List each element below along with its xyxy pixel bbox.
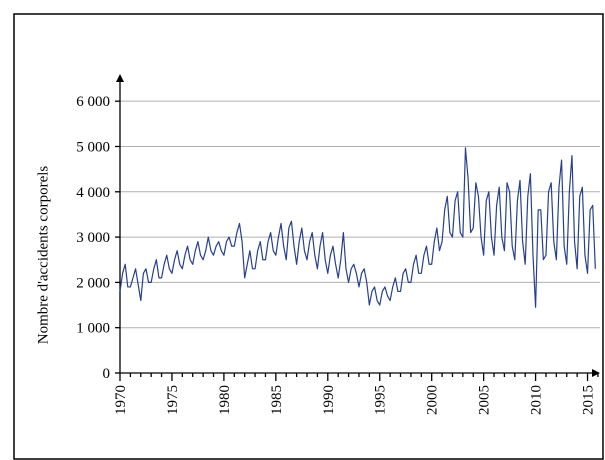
x-axis-arrow — [592, 369, 600, 377]
y-tick-label: 5 000 — [76, 139, 110, 155]
x-tick-label: 2010 — [529, 385, 545, 415]
x-tick-label: 1980 — [217, 385, 233, 415]
x-tick-label: 1995 — [373, 385, 389, 415]
y-tick-label: 6 000 — [76, 94, 110, 110]
y-tick-label: 3 000 — [76, 230, 110, 246]
x-tick-label: 2000 — [425, 385, 441, 415]
x-tick-label: 1970 — [113, 385, 129, 415]
y-tick-label: 4 000 — [76, 185, 110, 201]
frame — [13, 13, 604, 460]
x-tick-label: 1985 — [269, 385, 285, 415]
y-tick-label: 0 — [103, 366, 111, 382]
x-tick-label: 1975 — [165, 385, 181, 415]
x-tick-label: 2005 — [477, 385, 493, 415]
y-axis-label: Nombre d'accidents corporels — [35, 166, 51, 345]
y-tick-label: 2 000 — [76, 275, 110, 291]
x-tick-label: 2015 — [581, 385, 597, 415]
data-line — [119, 147, 596, 308]
y-tick-label: 1 000 — [76, 321, 110, 337]
x-tick-label: 1990 — [321, 385, 337, 415]
y-axis-arrow — [116, 74, 124, 82]
